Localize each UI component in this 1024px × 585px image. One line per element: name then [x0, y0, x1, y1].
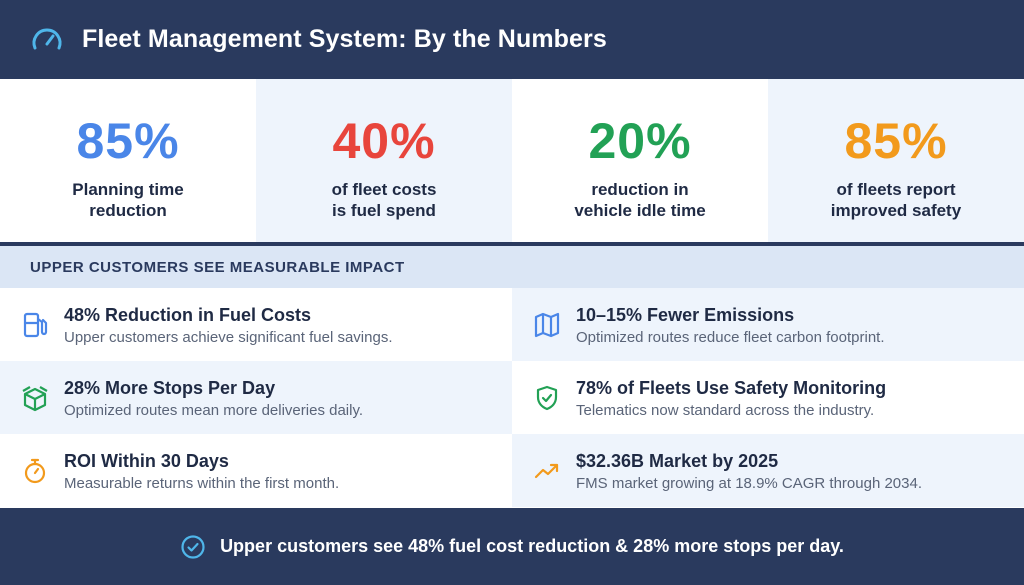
stat-card-safety: 85% of fleets report improved safety: [768, 79, 1024, 242]
stat-label: reduction in vehicle idle time: [574, 179, 705, 221]
stat-label-line1: of fleet costs: [331, 180, 437, 199]
stat-card-fuel: 40% of fleet costs is fuel spend: [256, 79, 512, 242]
impact-item-emissions: 10–15% Fewer Emissions Optimized routes …: [512, 288, 1024, 361]
fuel-pump-icon: [20, 310, 50, 340]
stat-label: Planning time reduction: [72, 179, 183, 221]
stat-label: of fleet costs is fuel spend: [332, 179, 437, 221]
impact-item-stops: 28% More Stops Per Day Optimized routes …: [0, 361, 512, 434]
stopwatch-icon: [20, 456, 50, 486]
stat-label-line1: of fleets report: [836, 180, 956, 199]
impact-description: Optimized routes mean more deliveries da…: [64, 402, 364, 419]
impact-title: ROI Within 30 Days: [64, 451, 229, 471]
speedometer-icon: [30, 23, 64, 57]
stat-label-line1: Planning time: [72, 180, 184, 199]
stat-value: 20%: [588, 113, 692, 169]
stat-value: 85%: [76, 113, 180, 169]
impact-description: Telematics now standard across the indus…: [576, 402, 875, 419]
impact-item-fuel-costs: 48% Reduction in Fuel Costs Upper custom…: [0, 288, 512, 361]
stat-label-line2: is fuel spend: [332, 201, 436, 220]
impact-title: 78% of Fleets Use Safety Monitoring: [576, 378, 887, 398]
impact-title: 48% Reduction in Fuel Costs: [64, 305, 312, 325]
header-bar: Fleet Management System: By the Numbers: [0, 0, 1024, 79]
stat-value: 85%: [844, 113, 948, 169]
impact-title: 28% More Stops Per Day: [64, 378, 276, 398]
impact-title: $32.36B Market by 2025: [576, 451, 779, 471]
check-circle-icon: [180, 534, 206, 560]
trending-up-icon: [532, 456, 562, 486]
impact-description: Measurable returns within the first mont…: [64, 475, 340, 492]
impact-description: FMS market growing at 18.9% CAGR through…: [576, 475, 922, 492]
stat-card-planning: 85% Planning time reduction: [0, 79, 256, 242]
package-icon: [20, 383, 50, 413]
footer-bar: Upper customers see 48% fuel cost reduct…: [0, 508, 1024, 585]
map-icon: [532, 310, 562, 340]
impact-grid: 48% Reduction in Fuel Costs Upper custom…: [0, 288, 1024, 508]
stat-label-line2: vehicle idle time: [574, 201, 706, 220]
stat-label-line1: reduction in: [591, 180, 689, 199]
impact-description: Optimized routes reduce fleet carbon foo…: [576, 329, 885, 346]
impact-item-roi: ROI Within 30 Days Measurable returns wi…: [0, 434, 512, 507]
impact-title: 10–15% Fewer Emissions: [576, 305, 795, 325]
stat-card-idle: 20% reduction in vehicle idle time: [512, 79, 768, 242]
impact-description: Upper customers achieve significant fuel…: [64, 329, 393, 346]
shield-check-icon: [532, 383, 562, 413]
footer-summary: Upper customers see 48% fuel cost reduct…: [220, 536, 844, 556]
impact-item-market: $32.36B Market by 2025 FMS market growin…: [512, 434, 1024, 507]
stats-row: 85% Planning time reduction 40% of fleet…: [0, 79, 1024, 242]
stat-label-line2: improved safety: [830, 201, 962, 220]
section-heading-bar: UPPER CUSTOMERS SEE MEASURABLE IMPACT: [0, 246, 1024, 288]
divider: [0, 242, 1024, 246]
stat-label-line2: reduction: [89, 201, 167, 220]
stat-label: of fleets report improved safety: [831, 179, 961, 221]
section-heading: UPPER CUSTOMERS SEE MEASURABLE IMPACT: [30, 258, 405, 276]
page-title: Fleet Management System: By the Numbers: [82, 25, 607, 53]
stat-value: 40%: [332, 113, 436, 169]
impact-item-safety-monitoring: 78% of Fleets Use Safety Monitoring Tele…: [512, 361, 1024, 434]
